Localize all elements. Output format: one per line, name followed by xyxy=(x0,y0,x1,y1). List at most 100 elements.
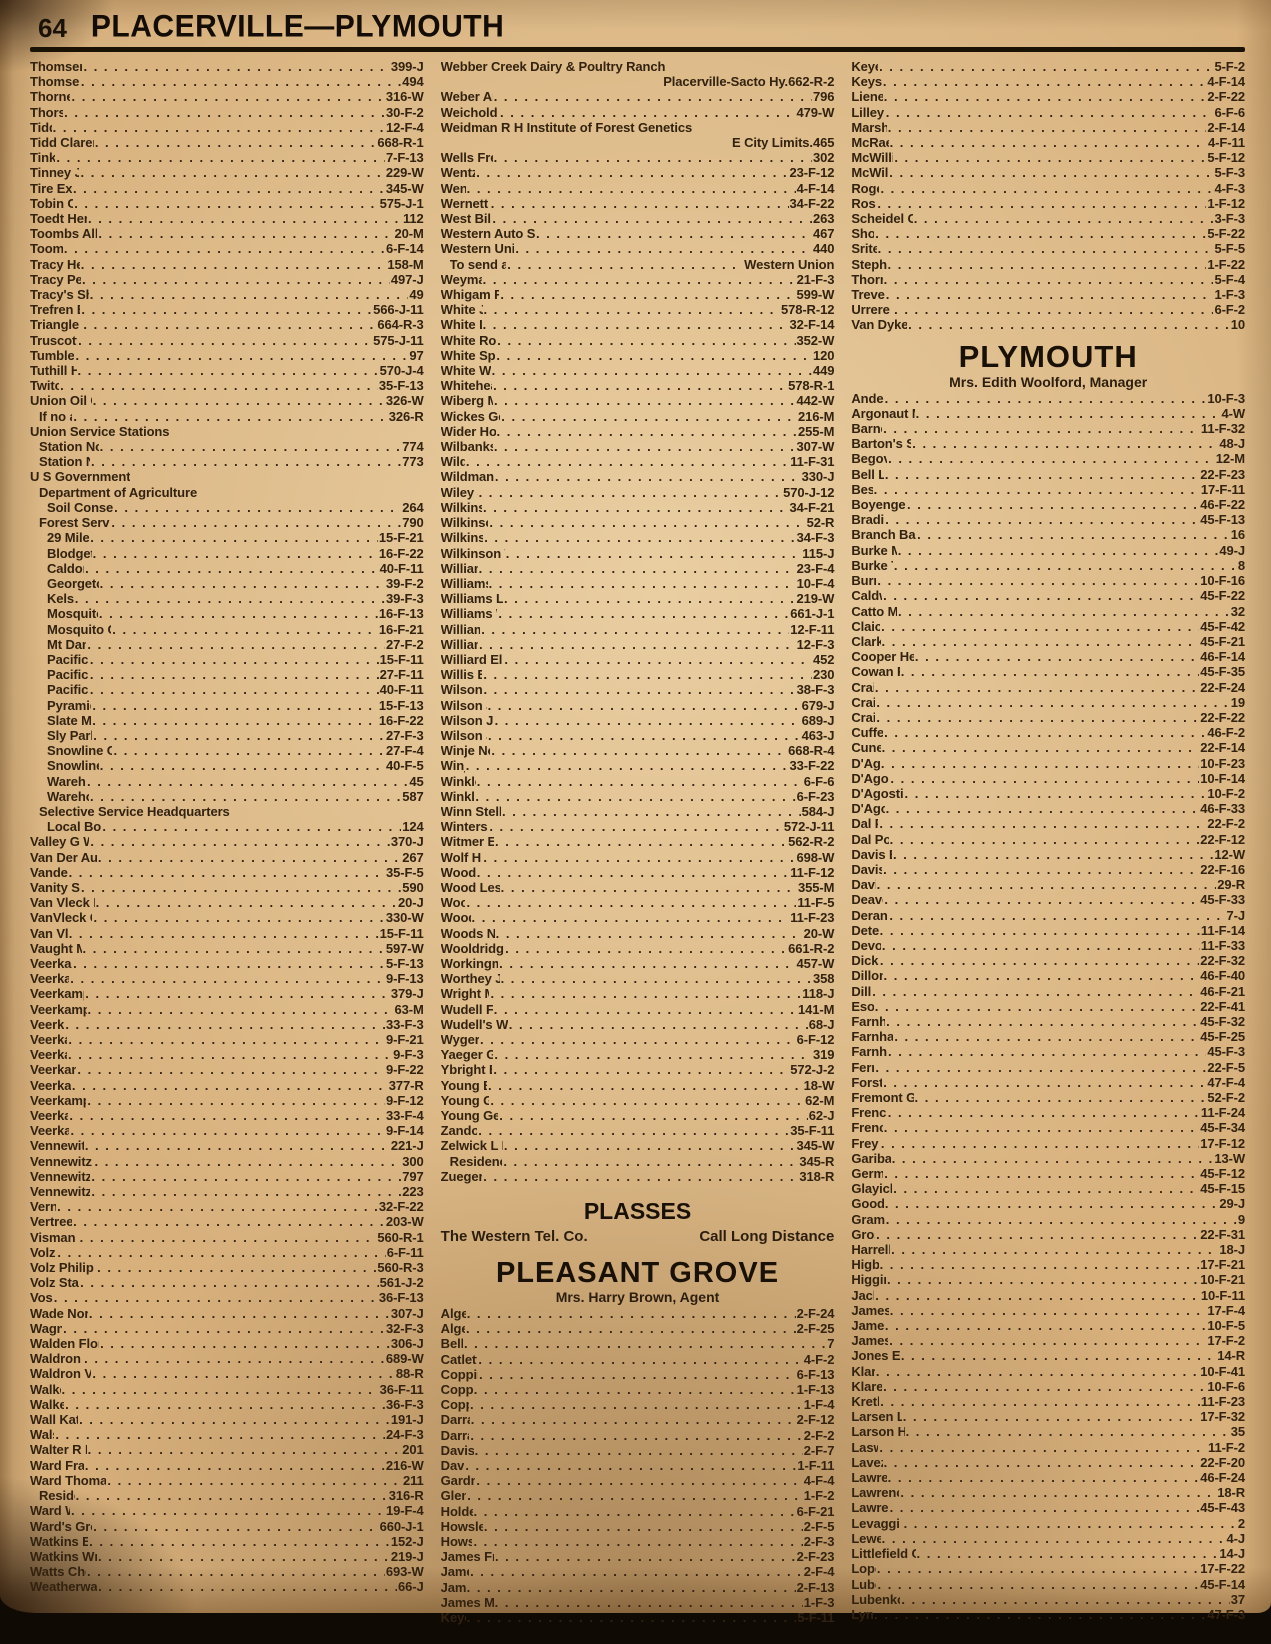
dot-leader xyxy=(481,622,789,637)
entry-name: Young G W r Carson Rd xyxy=(440,1092,490,1108)
directory-entry: Rogers G H r 4-F-3 xyxy=(851,181,1245,196)
dot-leader xyxy=(474,1382,796,1397)
directory-entry: Ward W H r Camino 19-F-4 xyxy=(30,1503,424,1518)
dot-leader xyxy=(478,1123,789,1138)
directory-entry: Weyman George H r 21-F-3 xyxy=(441,272,835,287)
dot-leader xyxy=(60,378,378,393)
dot-leader xyxy=(879,59,1213,74)
directory-entry: Van Dyke & Sons butchers 10 xyxy=(851,317,1245,332)
entry-number: 36-F-13 xyxy=(378,1290,424,1306)
directory-entry: Laswell F L r 11-F-2 xyxy=(851,1440,1245,1455)
entry-number: 578-R-12 xyxy=(780,302,835,318)
entry-number: 12-F-3 xyxy=(796,636,835,652)
entry-number: 12-W xyxy=(1214,846,1246,862)
entry-name: Ferrero P r xyxy=(851,1059,875,1075)
entry-number: 223 xyxy=(402,1184,424,1200)
entry-name: Tidd C C r xyxy=(30,119,52,135)
directory-entry: Weber Arnold N r 31 Clay 796 xyxy=(441,89,835,104)
entry-name: Volz Philip F r Placerville-Camino Hy xyxy=(30,1260,96,1276)
directory-entry: Davis Elmer E r 2-F-7 xyxy=(441,1443,835,1458)
directory-entry: Wudell's Women Shoppe 437 Main 68-J xyxy=(441,1017,835,1032)
entry-number: 29-R xyxy=(1217,877,1246,893)
dot-leader xyxy=(903,1409,1199,1424)
dot-leader xyxy=(483,1169,798,1184)
entry-name: Wilson George Mrs r xyxy=(440,682,483,698)
dot-leader xyxy=(473,1534,802,1549)
entry-name: Truscott W F r El Dorado xyxy=(30,332,78,348)
directory-entry: Dal Porto August r 22-F-12 xyxy=(851,832,1245,847)
dot-leader xyxy=(480,1032,796,1047)
dot-leader xyxy=(470,1397,803,1412)
entry-number: 2 xyxy=(1237,1515,1246,1531)
directory-entry: Scheidel Geo H r Wheatland Rd 3-F-3 xyxy=(851,211,1245,226)
entry-number: 790 xyxy=(402,515,424,531)
entry-name: Forsterer B A r xyxy=(851,1074,883,1090)
entry-name: Veerkamp Maurice r Gold Hill xyxy=(30,1092,87,1108)
dot-leader xyxy=(883,862,1199,877)
entry-name: Veerkamp Elwin r Circle City xyxy=(30,1001,87,1017)
entry-name: Wilkinson J L r Coloma xyxy=(440,515,489,531)
dot-leader xyxy=(494,150,812,165)
entry-name: Veerkamp Louis r xyxy=(30,1047,67,1063)
entry-name: Wells Fred r 11 Reservoir xyxy=(440,150,493,166)
entry-number: 27-F-11 xyxy=(379,667,424,683)
entry-number: 9 xyxy=(1237,1211,1246,1227)
dot-leader xyxy=(93,1519,378,1534)
directory-entry: Coppin Clarence r 6-F-13 xyxy=(441,1367,835,1382)
dot-leader xyxy=(888,257,1207,272)
entry-number: 10-F-3 xyxy=(1207,390,1246,406)
entry-name: Larson Herbert F Dr Main xyxy=(851,1424,905,1440)
directory-entry: E City Limits. 465 xyxy=(441,135,834,150)
directory-entry: Wood Leslie H r 226 Broadway 355-M xyxy=(441,880,835,895)
dot-leader xyxy=(93,910,384,925)
directory-entry: Lienert Albert r 2-F-22 xyxy=(851,89,1245,104)
entry-name: Keyes C A r xyxy=(440,1610,466,1626)
directory-entry: Frey William r 17-F-12 xyxy=(851,1136,1245,1151)
entry-name: Snowline C C C Camp Forest Service xyxy=(47,743,113,759)
directory-entry: Lavezzo John r 22-F-20 xyxy=(851,1455,1245,1470)
directory-entry: Vennewitz P J r 19 Bedford Av 223 xyxy=(30,1184,424,1199)
entry-number: 16-F-13 xyxy=(378,606,424,622)
entry-name: West Billee r 58 Benham xyxy=(440,211,492,227)
entry-number: 264 xyxy=(402,499,424,515)
directory-entry: Jack Milo r 10-F-11 xyxy=(851,1288,1245,1303)
directory-entry: Trefren E T r Pollock Pines 566-J-11 xyxy=(30,302,424,317)
dot-leader xyxy=(96,895,397,910)
dot-leader xyxy=(77,1062,385,1077)
directory-entry: Kreth Henry r 11-F-23 xyxy=(851,1394,1245,1409)
dot-leader xyxy=(885,1318,1206,1333)
dot-leader xyxy=(504,652,812,667)
directory-entry: Wood George H r 11-F-12 xyxy=(441,865,835,880)
entry-name: Burke Thomas W r xyxy=(851,557,893,573)
entry-number: 11-F-23 xyxy=(790,910,835,926)
entry-number: 2-F-14 xyxy=(1207,119,1246,135)
dot-leader xyxy=(881,756,1199,771)
entry-name: Williamson John r xyxy=(440,636,478,652)
directory-entry: Caldwell Dick r 45-F-22 xyxy=(851,588,1245,603)
dot-leader xyxy=(890,135,1207,150)
entry-name: Veerkamp Donald r Coloma xyxy=(30,986,84,1002)
entry-name: Wood Leslie H r 226 Broadway xyxy=(440,879,500,895)
entry-name: Williams W J r Five Mi Terrace xyxy=(440,606,498,622)
entry-number: 11-F-2 xyxy=(1208,1439,1246,1455)
directory-entry: Toombs Albert Mrs r 184 Broadway 20-M xyxy=(30,226,424,241)
entry-name: Begovich Chris r xyxy=(851,451,888,467)
dot-leader xyxy=(490,986,801,1001)
dot-leader xyxy=(501,971,812,986)
dot-leader xyxy=(90,652,379,667)
dot-leader xyxy=(479,1367,796,1382)
entry-name: Farnham Leroy r xyxy=(851,1013,886,1029)
entry-number: 300 xyxy=(402,1153,424,1169)
dot-leader xyxy=(898,543,1219,558)
entry-number: 4-F-14 xyxy=(1207,74,1246,90)
dot-leader xyxy=(497,424,797,439)
dot-leader xyxy=(888,1044,1206,1059)
entry-name: Davis Joseph r xyxy=(851,861,883,877)
dot-leader xyxy=(917,527,1230,542)
entry-name: McWilliam Geo Mrs r xyxy=(851,150,893,166)
dot-leader xyxy=(91,454,401,469)
dot-leader xyxy=(894,302,1213,317)
directory-entry: Best N E r 17-F-11 xyxy=(851,482,1245,497)
